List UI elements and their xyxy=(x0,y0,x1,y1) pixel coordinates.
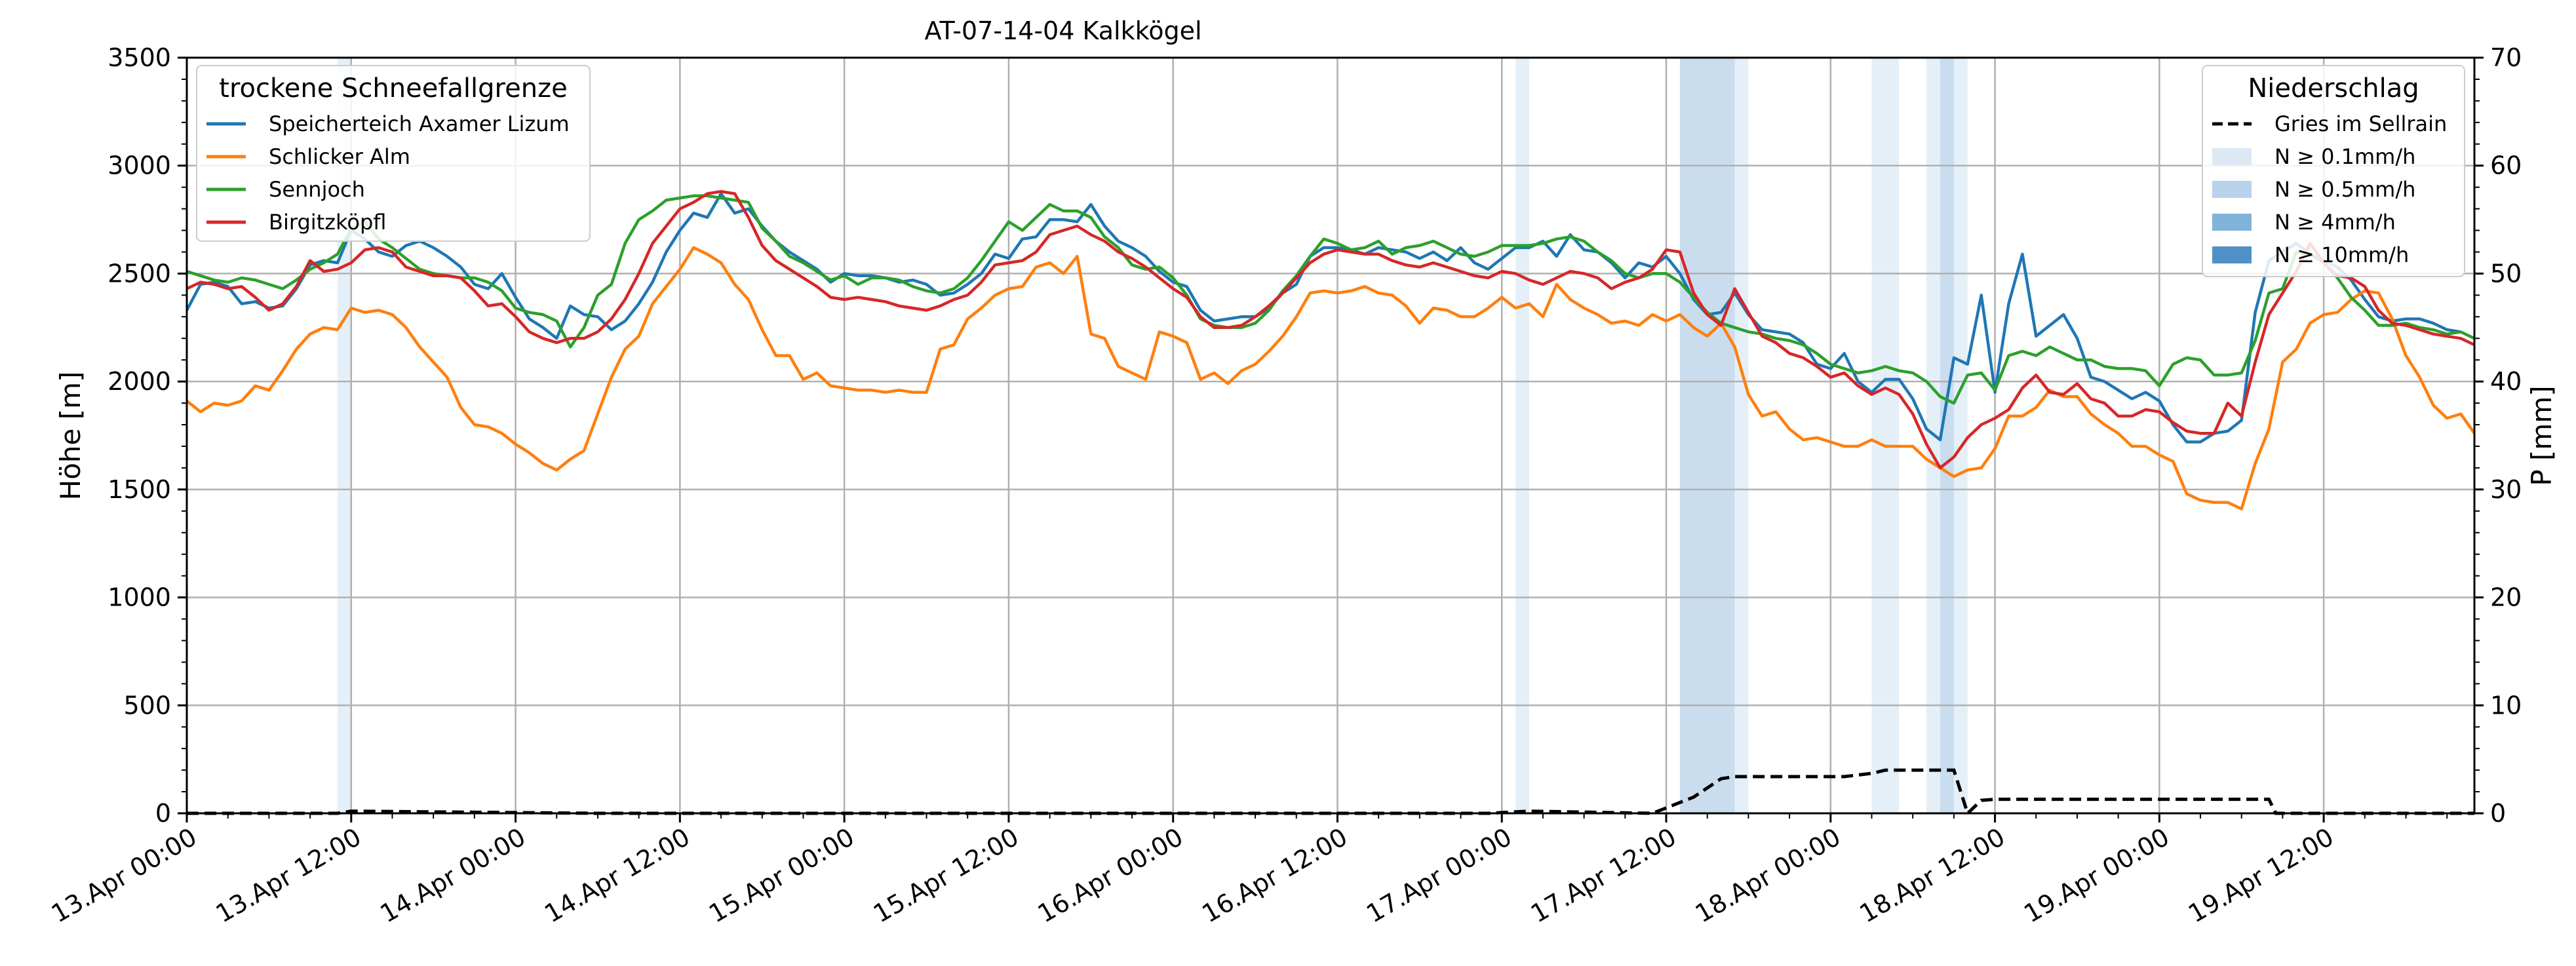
precip-intensity-band xyxy=(1940,58,1954,813)
precip-intensity-band xyxy=(1679,58,1735,813)
legend-precip-swatch-0 xyxy=(2212,148,2252,165)
legend-precip-swatch-3 xyxy=(2212,246,2252,263)
y-tick-label: 500 xyxy=(123,691,171,720)
y2-tick-label: 40 xyxy=(2490,367,2522,396)
legend-snowfall-frame xyxy=(196,65,591,242)
legend-precip-intensity-items: N ≥ 0.1mm/h N ≥ 0.5mm/h N ≥ 4mm/h N ≥ 10mm/… xyxy=(2212,144,2415,267)
series-line-1 xyxy=(185,246,2476,511)
legend-precip-frame xyxy=(2202,65,2465,277)
precip-intensity-band xyxy=(1953,58,1968,813)
y-tick-label: 2500 xyxy=(107,259,171,288)
snowfall-series-layer xyxy=(185,189,2476,511)
y-tick-label: 3500 xyxy=(107,43,171,72)
legend-precip-swatch-2 xyxy=(2212,214,2252,231)
precip-intensity-band xyxy=(1871,58,1900,813)
y-axis-title: Höhe [m] xyxy=(54,372,87,501)
series-line-3 xyxy=(186,189,2475,470)
y-tick-label: 1000 xyxy=(107,583,171,612)
left-axis-ticks: 0 500 1000 1500 2000 2500 3000 3500 xyxy=(107,43,2480,828)
y-tick-label: 1500 xyxy=(107,475,171,504)
legend-precip-label-3: N ≥ 10mm/h xyxy=(2274,242,2409,267)
legend-snowfall-label-1: Schlicker Alm xyxy=(269,144,410,169)
precip-intensity-band xyxy=(1515,58,1530,813)
legend-precip-label-0: N ≥ 0.1mm/h xyxy=(2274,144,2415,169)
y2-tick-label: 70 xyxy=(2490,43,2522,72)
legend-precip: Niederschlag Gries im Sellrain N ≥ 0.1mm… xyxy=(2202,65,2465,277)
legend-snowfall-label-2: Sennjoch xyxy=(269,177,365,202)
y-tick-label: 3000 xyxy=(107,151,171,180)
y2-tick-label: 0 xyxy=(2490,799,2506,828)
y-tick-label: 0 xyxy=(155,799,171,828)
legend-precip-label-2: N ≥ 4mm/h xyxy=(2274,210,2396,235)
precip-intensity-band xyxy=(1734,58,1749,813)
y2-axis-title: P [mm] xyxy=(2526,385,2558,486)
y2-tick-label: 30 xyxy=(2490,475,2522,504)
right-axis-ticks: 0 10 20 30 40 50 60 70 xyxy=(2474,43,2522,828)
y2-tick-label: 20 xyxy=(2490,583,2522,612)
legend-snowfall-label-0: Speicherteich Axamer Lizum xyxy=(269,111,570,136)
chart-title: AT-07-14-04 Kalkkögel xyxy=(924,16,1201,45)
plot-frame xyxy=(185,56,2476,815)
legend-snowfall-items: Speicherteich Axamer Lizum Schlicker Alm S… xyxy=(206,111,570,235)
legend-snowfall: trockene Schneefallgrenze Speicherteich … xyxy=(196,65,591,242)
legend-precip-label-1: N ≥ 0.5mm/h xyxy=(2274,177,2415,202)
y2-tick-label: 10 xyxy=(2490,691,2522,720)
legend-snowfall-label-3: Birgitzköpfl xyxy=(269,210,386,235)
y2-tick-label: 60 xyxy=(2490,151,2522,180)
legend-snowfall-title: trockene Schneefallgrenze xyxy=(219,73,567,104)
series-line-2 xyxy=(186,194,2475,405)
legend-precip-line-label: Gries im Sellrain xyxy=(2274,111,2447,136)
series-line-0 xyxy=(185,192,2461,444)
legend-precip-title: Niederschlag xyxy=(2248,73,2419,104)
y2-tick-label: 50 xyxy=(2490,259,2522,288)
y-tick-label: 2000 xyxy=(107,367,171,396)
legend-precip-swatch-1 xyxy=(2212,181,2252,198)
